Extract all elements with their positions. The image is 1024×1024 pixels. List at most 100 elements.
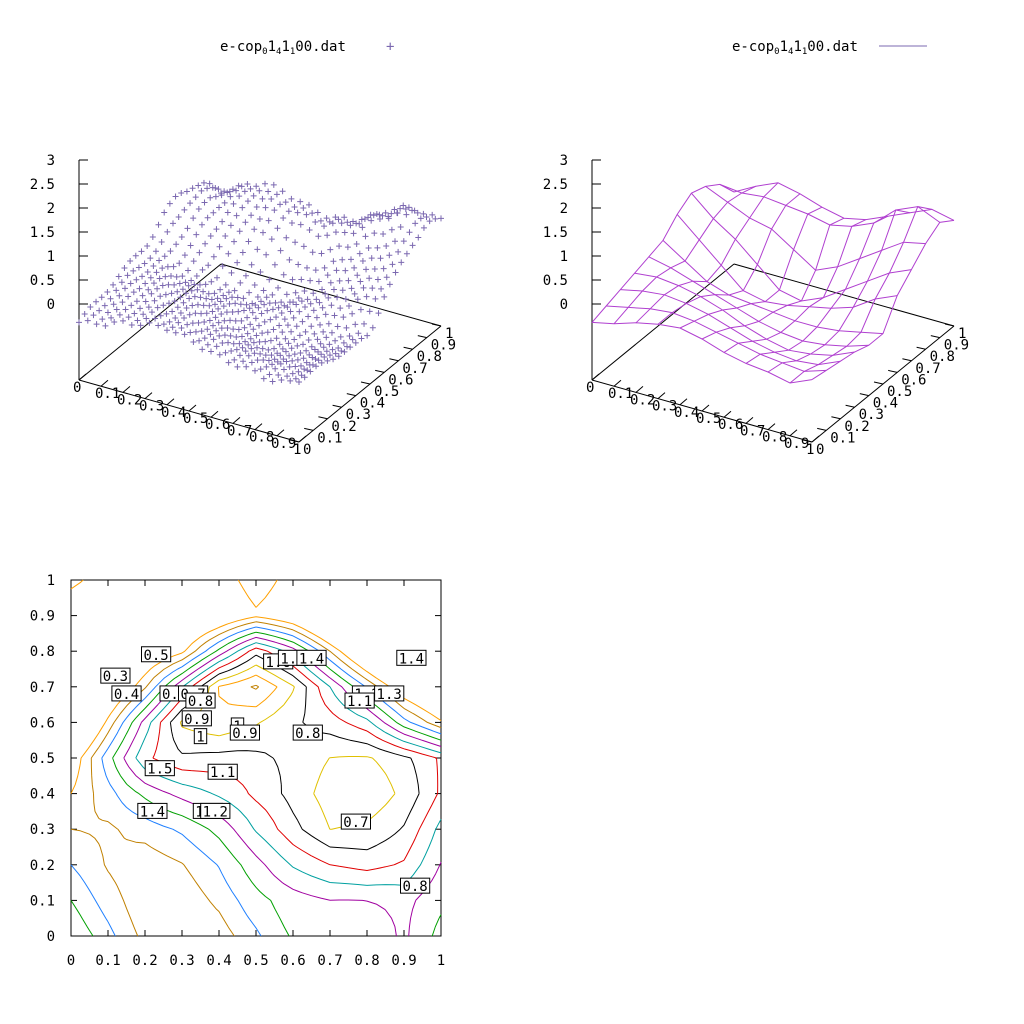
data-point bbox=[273, 191, 280, 198]
x-tick-label: 0.4 bbox=[161, 405, 186, 421]
data-point bbox=[352, 339, 359, 346]
data-point bbox=[321, 264, 328, 271]
data-point bbox=[268, 236, 275, 243]
y-tick-label: 0 bbox=[816, 442, 824, 458]
data-point bbox=[354, 272, 361, 279]
data-point bbox=[270, 326, 277, 333]
data-point bbox=[255, 304, 262, 311]
data-point bbox=[205, 262, 212, 269]
data-point bbox=[236, 352, 243, 359]
axes-3d-mesh: 00.511.522.530 0.10.20.30.40.50.60.70.80.… bbox=[543, 153, 969, 458]
y-tick-label: 0.7 bbox=[30, 680, 55, 696]
data-point bbox=[271, 356, 278, 363]
data-point bbox=[159, 265, 166, 272]
data-point bbox=[251, 350, 258, 357]
data-point bbox=[227, 332, 234, 339]
data-point bbox=[360, 284, 367, 291]
y-tick-label: 0.5 bbox=[887, 384, 912, 400]
data-point bbox=[156, 275, 163, 282]
axes-3d-points: 00.511.522.530 0.10.20.30.40.50.60.70.80.… bbox=[30, 153, 456, 458]
data-point bbox=[195, 182, 202, 189]
z-tick-label: 2 bbox=[560, 201, 568, 217]
data-point bbox=[237, 301, 244, 308]
x-tick-mark bbox=[723, 410, 732, 418]
data-point bbox=[383, 243, 390, 250]
data-point bbox=[376, 215, 383, 222]
data-point bbox=[172, 193, 179, 200]
data-point bbox=[256, 322, 262, 329]
data-point bbox=[168, 290, 175, 297]
x-tick-mark bbox=[679, 398, 688, 406]
data-point bbox=[252, 315, 259, 322]
data-point bbox=[344, 219, 351, 226]
data-point bbox=[359, 224, 366, 231]
data-point bbox=[209, 308, 216, 315]
data-point bbox=[287, 377, 294, 384]
data-point bbox=[374, 244, 381, 251]
data-point bbox=[250, 326, 257, 333]
data-point bbox=[266, 371, 273, 378]
data-point bbox=[187, 242, 194, 249]
data-point bbox=[227, 193, 234, 200]
contour-line bbox=[179, 664, 396, 830]
data-point bbox=[215, 186, 222, 193]
data-point bbox=[400, 238, 407, 245]
data-point bbox=[310, 307, 317, 314]
x-tick-mark bbox=[701, 404, 710, 412]
data-point bbox=[365, 214, 372, 221]
data-point bbox=[280, 214, 287, 221]
x-tick-mark bbox=[122, 386, 131, 393]
contour-label: 0.3 bbox=[103, 669, 128, 685]
data-point bbox=[417, 215, 424, 222]
data-point bbox=[239, 249, 246, 256]
data-point bbox=[184, 321, 191, 328]
data-point bbox=[429, 211, 436, 218]
data-point bbox=[208, 278, 215, 285]
data-point bbox=[256, 338, 263, 345]
back-axis-line bbox=[220, 263, 442, 327]
data-point bbox=[351, 264, 358, 271]
data-point bbox=[298, 372, 305, 379]
data-point bbox=[432, 215, 439, 222]
data-point bbox=[167, 248, 174, 255]
data-point bbox=[135, 264, 142, 271]
y-tick-label: 0.9 bbox=[431, 338, 456, 354]
data-point bbox=[273, 314, 280, 321]
data-point bbox=[312, 267, 319, 274]
mesh-line bbox=[705, 185, 926, 271]
data-point bbox=[259, 345, 266, 352]
data-point bbox=[144, 268, 151, 275]
data-point bbox=[326, 341, 333, 348]
x-tick-label: 0.2 bbox=[132, 953, 157, 969]
data-point bbox=[388, 226, 395, 233]
data-point bbox=[150, 280, 157, 287]
data-point bbox=[242, 219, 249, 226]
data-point bbox=[210, 336, 217, 343]
data-point bbox=[171, 298, 178, 305]
data-point bbox=[205, 290, 212, 297]
data-point bbox=[366, 275, 373, 282]
data-point bbox=[258, 298, 264, 305]
data-point bbox=[242, 348, 249, 355]
data-point bbox=[158, 239, 165, 246]
data-point bbox=[171, 281, 178, 288]
data-point bbox=[263, 363, 270, 370]
mesh-line bbox=[648, 256, 869, 347]
data-point bbox=[132, 252, 139, 259]
data-point bbox=[218, 325, 225, 332]
data-point bbox=[272, 365, 279, 372]
data-point bbox=[314, 209, 321, 216]
data-point bbox=[312, 219, 319, 226]
data-point bbox=[325, 294, 332, 301]
data-point bbox=[238, 183, 245, 190]
data-point bbox=[122, 285, 128, 292]
data-point bbox=[328, 329, 335, 336]
data-point bbox=[202, 281, 209, 288]
mesh-line bbox=[635, 182, 779, 324]
contour-label-box bbox=[185, 692, 216, 709]
data-point bbox=[142, 280, 149, 287]
data-point bbox=[324, 357, 331, 364]
data-point bbox=[210, 209, 217, 216]
data-point bbox=[227, 222, 234, 229]
z-tick-label: 1 bbox=[560, 249, 568, 265]
